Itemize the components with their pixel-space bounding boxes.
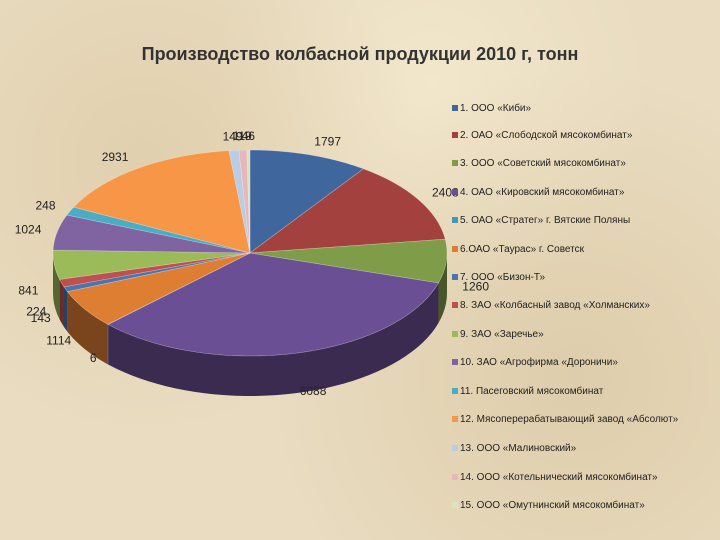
legend-swatch xyxy=(452,331,458,337)
pie-slice-15 xyxy=(246,149,251,254)
data-label-15: 46 xyxy=(242,129,256,143)
legend-label: 2. ОАО «Слободской мясокомбинат» xyxy=(460,130,633,141)
legend-swatch xyxy=(452,160,458,166)
data-label-1: 1797 xyxy=(314,135,341,149)
data-label-4: 6088 xyxy=(300,384,327,398)
legend-swatch xyxy=(452,189,458,195)
pie-slice-4 xyxy=(107,252,439,357)
legend-swatch xyxy=(452,445,458,451)
legend-label: 13. ООО «Малиновский» xyxy=(460,443,577,454)
data-label-8: 224 xyxy=(26,304,46,318)
pie-slice-2 xyxy=(248,168,446,254)
legend-label: 10. ЗАО «Агрофирма «Дороничи» xyxy=(460,357,618,368)
data-label-13: 149 xyxy=(223,129,243,143)
legend-label: 12. Мясоперерабатывающий завод «Абсолют» xyxy=(460,414,679,425)
legend-swatch xyxy=(452,132,458,138)
legend-swatch xyxy=(452,359,458,365)
data-label-12: 2931 xyxy=(102,150,129,164)
pie-slice-10 xyxy=(52,214,251,254)
legend-swatch xyxy=(452,217,458,223)
data-label-7: 143 xyxy=(31,311,51,325)
data-label-3: 1260 xyxy=(462,279,489,293)
data-label-14: 119 xyxy=(233,129,252,143)
chart-title: Производство колбасной продукции 2010 г,… xyxy=(141,44,579,64)
data-label-10: 1024 xyxy=(15,222,42,236)
pie-slice-side-8 xyxy=(59,279,64,327)
legend-label: 1. ООО «Киби» xyxy=(460,103,532,114)
legend-swatch xyxy=(452,105,458,111)
legend-swatch xyxy=(452,274,458,280)
legend-label: 9. ЗАО «Заречье» xyxy=(460,329,544,340)
legend-label: 14. ООО «Котельнический мясокомбинат» xyxy=(460,472,658,483)
legend-label: 15. ООО «Омутнинский мясокомбинат» xyxy=(460,500,645,511)
pie-slice-11 xyxy=(66,206,251,254)
legend-label: 3. ООО «Советский мясокомбинат» xyxy=(460,158,626,169)
legend-swatch xyxy=(452,502,458,508)
pie-slice-side-4 xyxy=(108,283,439,396)
pie-slice-side-6 xyxy=(67,291,108,365)
legend-swatch xyxy=(452,474,458,480)
legend-label: 11. Пасеговский мясокомбинат xyxy=(460,386,604,397)
pie-slice-12 xyxy=(73,150,251,254)
legend-label: 8. ЗАО «Колбасный завод «Холманских» xyxy=(460,300,650,311)
pie-slice-1 xyxy=(249,149,365,254)
pie-slice-6 xyxy=(66,252,251,325)
legend-label: 7. ООО «Бизон-Т» xyxy=(460,272,546,283)
legend-swatch xyxy=(452,388,458,394)
data-label-9: 841 xyxy=(18,284,38,298)
legend-label: 4. ОАО «Кировский мясокомбинат» xyxy=(460,187,625,198)
pie-slice-3 xyxy=(249,238,448,284)
data-label-5: 6 xyxy=(90,351,97,365)
legend-swatch xyxy=(452,416,458,422)
legend-label: 5. ОАО «Стратег» г. Вятские Поляны xyxy=(460,215,631,226)
pie-slice-9 xyxy=(52,249,251,280)
legend-swatch xyxy=(452,302,458,308)
data-label-2: 2408 xyxy=(432,185,459,199)
pie-slice-side-7 xyxy=(63,286,68,332)
pie-slice-side-3 xyxy=(438,253,447,323)
pie-slice-side-9 xyxy=(53,253,60,320)
legend-label: 6.ОАО «Таурас» г. Советск xyxy=(460,244,584,255)
data-label-6: 1114 xyxy=(46,334,71,348)
data-label-11: 248 xyxy=(35,198,55,212)
legend-swatch xyxy=(452,246,458,252)
